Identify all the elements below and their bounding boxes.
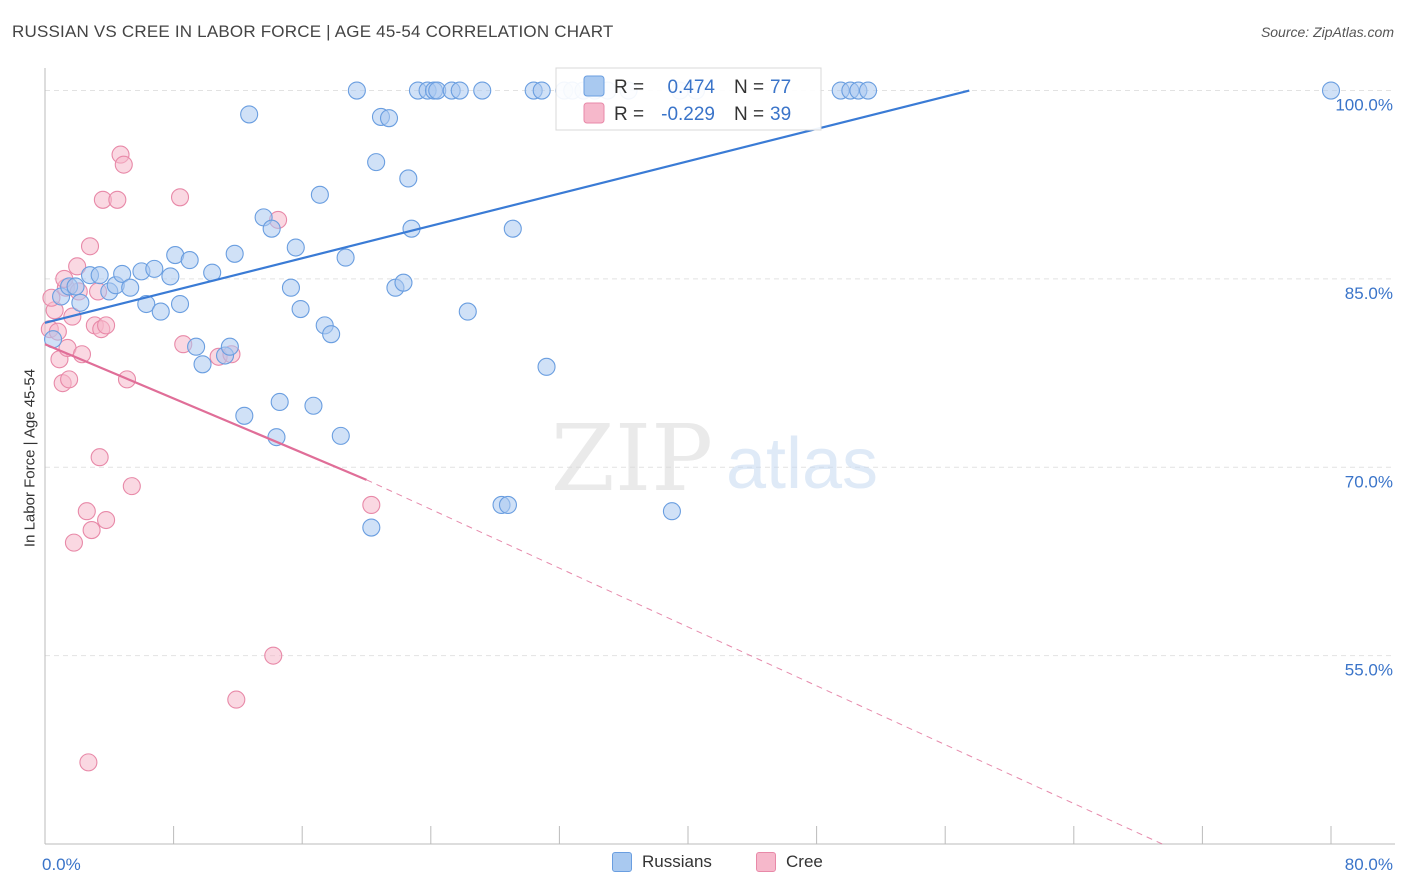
russians-point <box>336 248 355 267</box>
russians-point <box>161 267 180 286</box>
russians-point <box>170 294 190 314</box>
russians-point <box>267 428 286 447</box>
cree-n-value: 39 <box>770 104 791 125</box>
russians-point <box>291 300 310 319</box>
cree-point <box>227 690 246 709</box>
russians-point <box>113 264 132 283</box>
source-label: Source: ZipAtlas.com <box>1260 24 1394 40</box>
russians-point <box>121 278 140 297</box>
russians-point <box>71 293 90 312</box>
russians-point <box>532 81 551 100</box>
russians-n-value: 77 <box>770 77 791 98</box>
cree-trend-extension <box>366 479 1163 845</box>
cree-point <box>64 533 83 552</box>
russians-r-value: 0.474 <box>667 77 715 98</box>
y-tick-label: 70.0% <box>1345 472 1393 491</box>
cree-point <box>97 316 116 335</box>
bottom-legend: Russians Cree <box>0 852 1406 878</box>
russians-point <box>662 502 681 521</box>
tick-labels: 55.0% 70.0% 85.0% 100.0% 0.0% 80.0% <box>42 96 1393 874</box>
russians-point <box>220 337 239 356</box>
cree-point <box>60 370 79 389</box>
russians-point <box>145 259 164 278</box>
y-tick-label: 85.0% <box>1345 284 1393 303</box>
cree-point <box>114 155 133 174</box>
cree-point <box>90 448 109 467</box>
russians-point <box>399 169 418 188</box>
russians-swatch <box>612 852 632 872</box>
russians-n-label: N = <box>734 77 764 98</box>
russians-point <box>322 325 341 344</box>
cree-point <box>68 257 87 276</box>
cree-r-value: -0.229 <box>661 104 715 125</box>
y-tick-label: 100.0% <box>1335 96 1393 115</box>
russians-point <box>310 185 329 204</box>
russians-point <box>1321 81 1341 100</box>
russians-point <box>450 81 469 100</box>
russians-legend-label: Russians <box>642 852 712 871</box>
cree-swatch <box>756 852 776 872</box>
russians-point <box>537 357 556 376</box>
cree-legend-label: Cree <box>786 852 823 871</box>
cree-trend-line <box>44 343 367 481</box>
watermark-zip: ZIP <box>551 405 713 512</box>
russians-point <box>473 81 492 100</box>
cree-point <box>79 753 98 772</box>
cree-point <box>97 510 116 530</box>
watermark: ZIP atlas <box>551 405 878 512</box>
russians-point <box>240 105 259 124</box>
russians-point <box>187 337 206 356</box>
russians-point <box>235 406 254 425</box>
russians-r-label: R = <box>614 77 644 98</box>
russians-point <box>151 302 170 321</box>
x-tick-label: 80.0% <box>1345 855 1393 874</box>
cree-n-label: N = <box>734 104 764 125</box>
russians-point <box>270 392 289 412</box>
x-tick-label: 0.0% <box>42 855 81 874</box>
russians-point <box>286 238 305 257</box>
russians-point <box>379 109 399 128</box>
russians-point <box>367 153 386 172</box>
legend-box: R = 0.474 N = 77 R = -0.229 N = 39 <box>555 67 822 131</box>
legend-item-cree[interactable]: Cree <box>756 852 823 872</box>
cree-point <box>264 646 283 665</box>
gridlines <box>45 90 1395 657</box>
cree-legend-swatch <box>583 102 605 124</box>
cree-point <box>122 477 141 496</box>
russians-point <box>858 81 878 100</box>
legend-item-russians[interactable]: Russians <box>612 852 712 872</box>
axes <box>44 68 1395 845</box>
y-tick-label: 55.0% <box>1345 661 1393 680</box>
russians-point <box>137 294 156 314</box>
russians-point <box>281 278 300 297</box>
cree-point <box>362 495 381 515</box>
russians-point <box>180 251 199 270</box>
chart-title: RUSSIAN VS CREE IN LABOR FORCE | AGE 45-… <box>12 22 614 41</box>
cree-point <box>80 237 100 256</box>
russians-point <box>304 396 323 415</box>
russians-point <box>503 219 522 238</box>
russians-point <box>225 244 244 263</box>
russians-point <box>193 355 212 374</box>
watermark-atlas: atlas <box>726 424 878 504</box>
cree-r-label: R = <box>614 104 644 125</box>
russians-point <box>66 277 85 296</box>
russians-legend-swatch <box>583 75 605 97</box>
cree-point <box>82 521 101 540</box>
russians-point <box>394 273 413 292</box>
russians-point <box>458 302 477 321</box>
russians-point <box>262 219 281 238</box>
russians-point <box>498 495 518 515</box>
russians-point <box>362 518 381 537</box>
cree-point <box>170 188 190 207</box>
russians-trend-line <box>44 89 970 324</box>
cree-point <box>77 502 96 521</box>
cree-point <box>108 190 127 209</box>
cree-points <box>40 145 381 772</box>
russians-point <box>90 266 109 285</box>
russians-point <box>347 81 366 100</box>
russians-point <box>331 426 350 445</box>
